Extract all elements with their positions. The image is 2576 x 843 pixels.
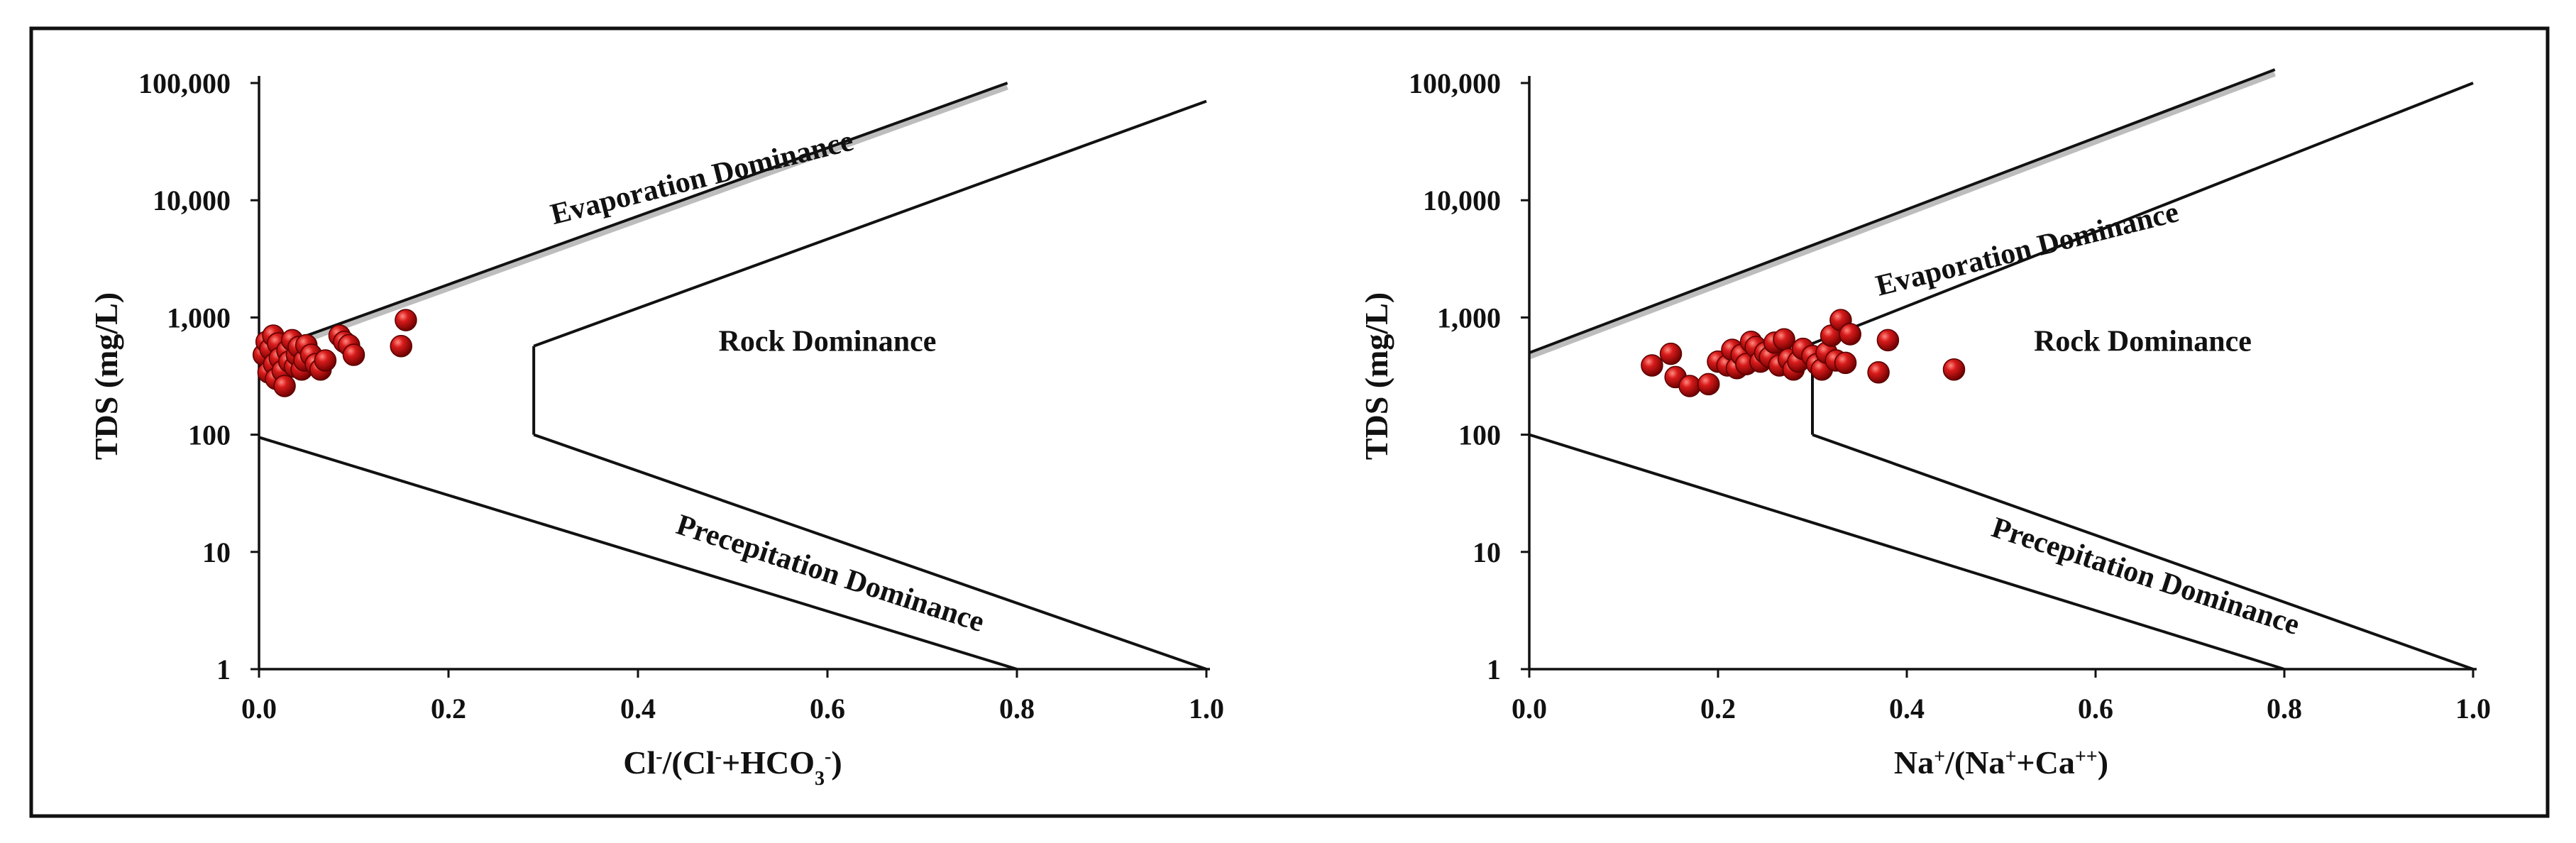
x-axis-label: Cl-/(Cl-+HCO3-): [623, 744, 842, 790]
y-tick-label: 10: [202, 536, 231, 568]
data-point: [1839, 323, 1861, 346]
boundary-lower-left: [1529, 433, 2285, 671]
data-point: [1942, 358, 1966, 381]
data-point: [395, 309, 417, 331]
region-label: Rock Dominance: [2034, 325, 2252, 358]
region-label: Rock Dominance: [719, 325, 937, 358]
y-tick-label: 1: [216, 654, 231, 685]
x-tick-label: 0.8: [2267, 693, 2302, 724]
y-tick-label: 1,000: [1437, 302, 1501, 334]
data-point: [1678, 375, 1701, 397]
data-point: [1641, 354, 1663, 377]
x-tick-label: 0.8: [999, 693, 1035, 724]
y-tick-label: 100,000: [1409, 67, 1501, 99]
figure-frame: [29, 26, 2550, 818]
data-point: [342, 343, 365, 366]
x-tick-label: 0.2: [431, 693, 466, 724]
data-point: [314, 349, 337, 372]
data-point: [1834, 351, 1857, 375]
y-tick-label: 100,000: [138, 67, 231, 99]
y-tick-label: 100: [188, 419, 231, 451]
x-tick-label: 0.0: [241, 693, 277, 724]
x-tick-label: 1.0: [2455, 693, 2491, 724]
y-tick-label: 10,000: [1423, 184, 1501, 216]
boundary-upper-left: [258, 82, 1008, 355]
data-point: [1697, 373, 1720, 396]
y-axis-label: TDS (mg/L): [1358, 292, 1394, 460]
y-axis-label: TDS (mg/L): [88, 292, 124, 460]
y-tick-label: 10,000: [153, 184, 231, 216]
boundary-upper-right: [533, 99, 1207, 348]
boundary-shadow: [258, 84, 1008, 360]
x-tick-label: 0.2: [1700, 693, 1736, 724]
boundary-shadow: [1528, 71, 2276, 360]
data-point: [1773, 328, 1795, 351]
x-tick-label: 0.4: [1889, 693, 1925, 724]
boundary-lower-left: [258, 436, 1018, 671]
x-tick-label: 0.4: [620, 693, 656, 724]
boundary-upper-right: [1812, 82, 2474, 345]
data-point: [273, 375, 296, 397]
x-tick-label: 0.0: [1512, 693, 1547, 724]
data-point: [390, 334, 412, 358]
y-tick-label: 100: [1458, 419, 1501, 451]
boundary-lower-right: [1812, 433, 2474, 671]
boundary-upper-left: [1529, 68, 2276, 354]
data-point: [1867, 361, 1890, 384]
data-point: [1876, 329, 1900, 352]
y-tick-label: 1,000: [167, 302, 231, 334]
x-tick-label: 0.6: [2078, 693, 2113, 724]
y-tick-label: 1: [1487, 654, 1501, 685]
y-tick-label: 10: [1473, 536, 1501, 568]
x-tick-label: 0.6: [810, 693, 845, 724]
x-axis-label: Na+/(Na++Ca++): [1894, 744, 2108, 781]
data-point: [1659, 342, 1683, 365]
x-tick-label: 1.0: [1189, 693, 1224, 724]
boundary-lower-right: [533, 433, 1207, 671]
